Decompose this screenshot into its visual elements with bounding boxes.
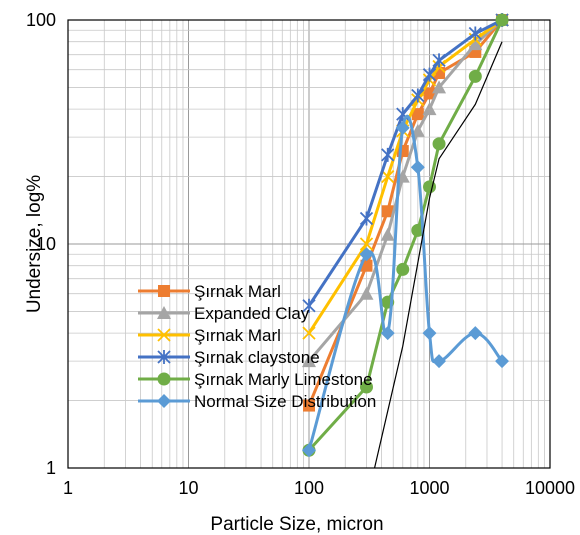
data-point [302,326,316,340]
data-point [468,26,482,41]
legend-item: Şırnak Marl [138,326,281,345]
data-point [411,223,425,237]
legend-swatch-marker [157,306,171,319]
data-point [380,326,395,341]
data-point [380,227,395,241]
data-point [396,107,410,122]
data-point [411,108,424,121]
data-point [381,147,395,162]
series-4 [302,13,509,457]
data-point [432,137,446,151]
data-point [396,262,410,276]
series-6 [373,41,503,469]
data-point [381,169,395,184]
x-tick-label: 10000 [525,478,575,498]
legend-label: Normal Size Distribution [194,392,376,411]
series-5 [302,114,510,458]
legend-label: Şırnak Marl [194,326,281,345]
data-point [359,380,373,394]
x-tick-label: 1000 [409,478,449,498]
data-point [359,237,374,251]
x-tick-label: 10 [178,478,198,498]
data-point [410,160,425,175]
series-line [373,41,503,469]
legend-label: Şırnak Marl [194,282,281,301]
data-point [422,326,437,341]
data-point [423,87,436,100]
data-point [359,211,374,226]
data-point [302,354,316,368]
legend-swatch-marker [157,350,171,364]
y-tick-label: 10 [36,234,56,254]
legend-item: Şırnak claystone [138,348,320,367]
legend-item: Normal Size Distribution [138,392,376,411]
y-tick-label: 100 [26,10,56,30]
data-point [432,53,446,68]
series-1 [302,13,510,368]
series-layer [302,13,510,469]
data-point [303,399,315,412]
data-point [422,102,437,116]
legend-swatch-marker [157,394,171,408]
data-point [432,80,447,94]
plot-frame [67,19,551,469]
data-point [468,326,483,341]
legend: Şırnak Marl Expanded Clay Şırnak Marl Şırna… [138,282,376,411]
x-tick-label: 1 [63,478,73,498]
legend-item: Şırnak Marly Limestone [138,370,373,389]
data-point [468,69,482,83]
data-point [302,298,316,313]
legend-item: Expanded Clay [138,304,310,323]
x-axis-title: Particle Size, micron [210,514,383,535]
legend-swatch-marker [158,285,170,297]
data-point [381,205,394,218]
legend-swatch-marker [157,372,171,386]
data-point [395,120,410,135]
legend-swatch-marker [157,328,171,342]
series-3 [302,13,509,313]
data-point [432,354,447,369]
data-point [422,67,437,82]
data-point [495,354,510,369]
data-point [423,180,436,194]
chart-grid [67,20,550,469]
data-point [495,13,509,27]
y-tick-label: 1 [46,458,56,478]
legend-label: Expanded Clay [194,304,310,323]
x-tick-label: 100 [294,478,324,498]
data-point [359,286,374,300]
tick-labels: 1 10 100 1000 10000 1 10 100 [26,10,575,498]
data-point [359,247,374,262]
legend-label: Şırnak claystone [194,348,320,367]
legend-label: Şırnak Marly Limestone [194,370,373,389]
data-point [302,443,316,458]
legend-item: Şırnak Marl [138,282,281,301]
y-axis-title: Undersize, log% [24,175,45,313]
data-point [468,37,483,51]
data-point [411,88,425,103]
